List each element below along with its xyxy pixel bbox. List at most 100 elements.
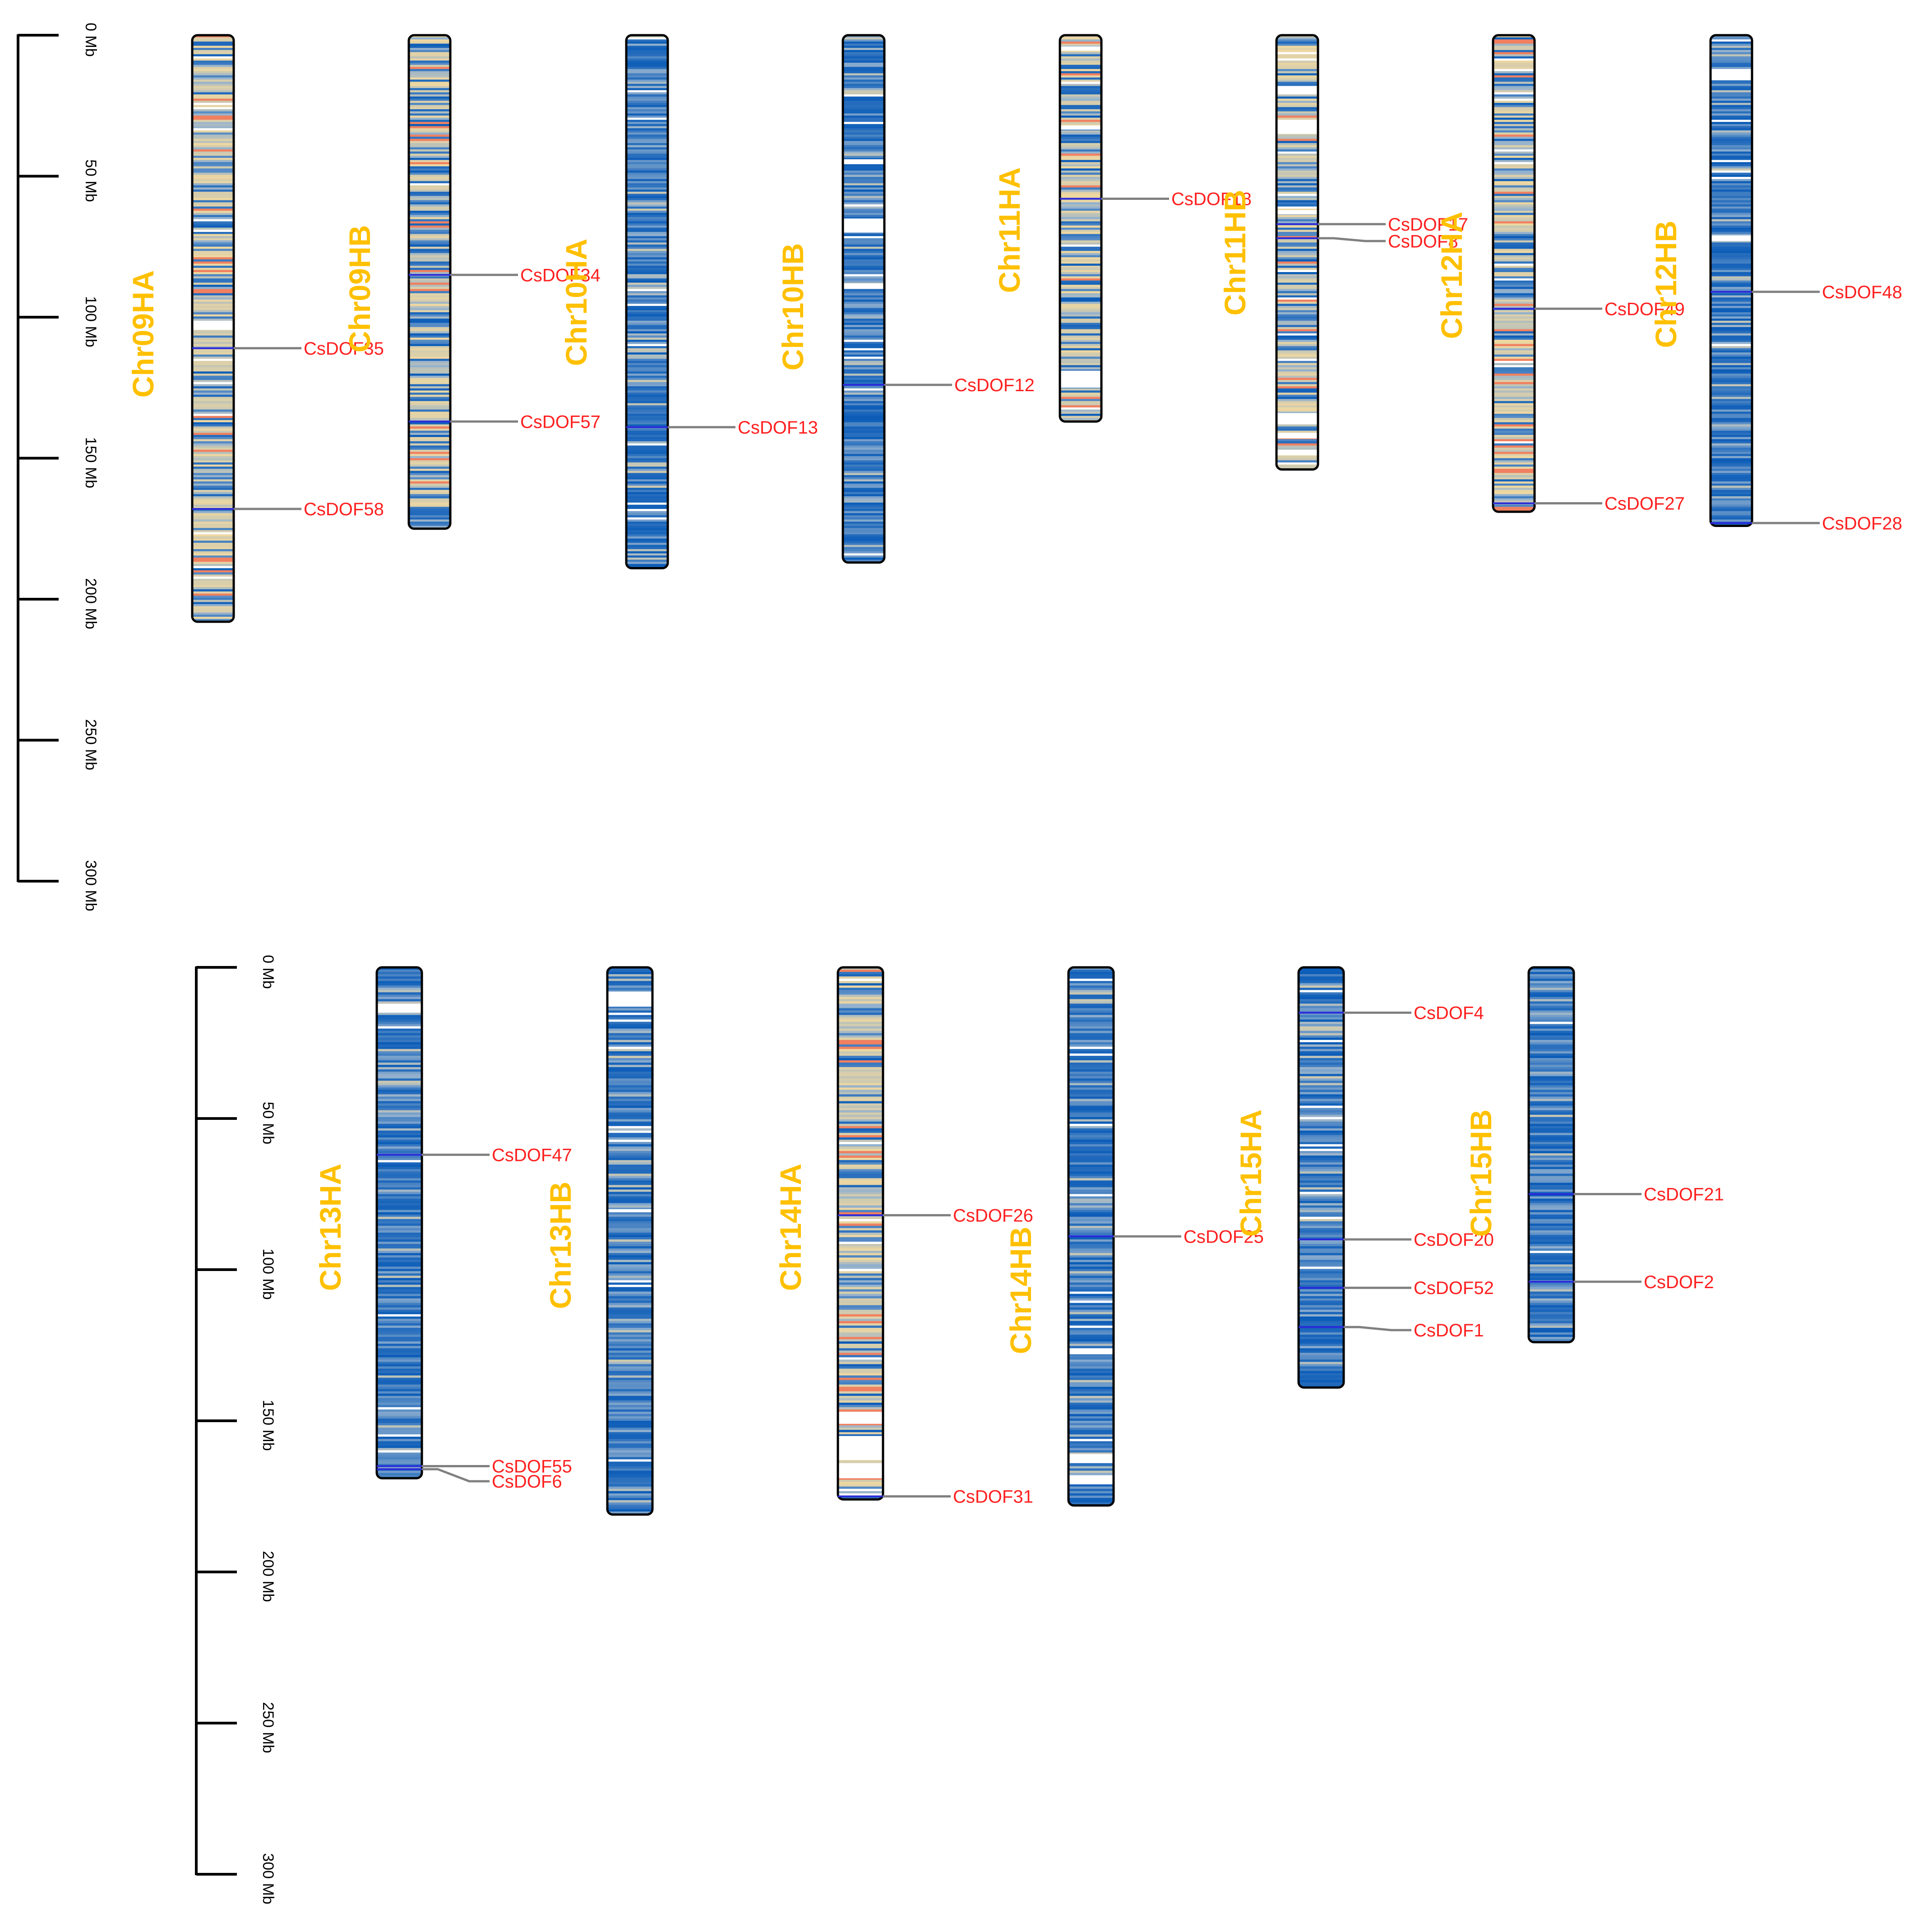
- density-band: [607, 1455, 652, 1457]
- density-band: [607, 1072, 652, 1074]
- density-band: [838, 1425, 883, 1428]
- chromosome-outline: [407, 34, 452, 530]
- density-band: [192, 589, 234, 592]
- density-band: [843, 200, 884, 203]
- density-band: [1493, 134, 1535, 137]
- density-band: [843, 394, 884, 397]
- density-band: [1299, 1192, 1344, 1195]
- density-band: [1493, 137, 1535, 139]
- density-band: [607, 970, 652, 972]
- density-band: [838, 1006, 883, 1009]
- density-band: [409, 511, 450, 513]
- density-band: [1493, 156, 1535, 158]
- density-band: [626, 477, 668, 480]
- density-band: [1299, 1167, 1344, 1169]
- density-band: [607, 1382, 652, 1385]
- density-band: [843, 374, 884, 376]
- density-band: [626, 337, 668, 340]
- density-band: [1068, 979, 1114, 981]
- density-band: [838, 1262, 883, 1265]
- density-band: [1493, 445, 1535, 448]
- density-band: [377, 1425, 422, 1428]
- density-band: [1711, 401, 1752, 404]
- density-band: [1299, 1126, 1344, 1129]
- density-band: [1711, 511, 1752, 513]
- density-band: [1529, 1194, 1574, 1197]
- density-band: [1711, 374, 1752, 376]
- density-band: [626, 213, 668, 216]
- density-band: [1493, 348, 1535, 351]
- density-band: [607, 974, 652, 977]
- density-band: [626, 175, 668, 177]
- density-band: [1493, 149, 1535, 152]
- density-band: [607, 1493, 652, 1496]
- density-band: [377, 1303, 422, 1306]
- density-band: [377, 1114, 422, 1118]
- density-band: [1276, 58, 1318, 61]
- density-band: [838, 1318, 883, 1322]
- density-band: [1711, 94, 1752, 97]
- density-band: [1711, 496, 1752, 499]
- density-band: [192, 278, 234, 281]
- density-band: [1060, 200, 1101, 203]
- density-band: [1068, 1327, 1114, 1331]
- density-band: [192, 58, 234, 61]
- density-band: [838, 1216, 883, 1220]
- density-band: [409, 90, 450, 93]
- density-band: [838, 1012, 883, 1016]
- density-band: [1529, 1207, 1574, 1211]
- density-band: [409, 409, 450, 412]
- density-band: [377, 1214, 422, 1217]
- density-band: [1493, 352, 1535, 355]
- density-band: [1529, 1008, 1574, 1011]
- density-band: [838, 1017, 883, 1020]
- density-band: [192, 513, 234, 516]
- density-band: [838, 1105, 883, 1109]
- density-band: [1529, 1257, 1574, 1260]
- density-band: [1493, 268, 1535, 270]
- gap-band: [1711, 69, 1752, 80]
- density-band: [1068, 1110, 1114, 1113]
- gene-CsDOF21: CsDOF21: [1529, 1185, 1724, 1205]
- density-band: [1276, 171, 1318, 173]
- gene-CsDOF34: CsDOF34: [409, 265, 601, 285]
- density-band: [843, 405, 884, 408]
- density-band: [1068, 1488, 1114, 1492]
- density-band: [1299, 976, 1344, 979]
- density-band: [192, 528, 234, 531]
- density-band: [1060, 344, 1101, 347]
- density-band: [1060, 101, 1101, 103]
- density-band: [409, 134, 450, 137]
- density-band: [626, 475, 668, 478]
- density-band: [626, 200, 668, 203]
- density-band: [843, 206, 884, 209]
- density-band: [1068, 1185, 1114, 1188]
- density-band: [1068, 967, 1114, 970]
- density-band: [843, 249, 884, 251]
- density-band: [1060, 299, 1101, 302]
- density-band: [409, 384, 450, 387]
- density-band: [409, 204, 450, 207]
- density-band: [607, 1368, 652, 1372]
- density-band: [1529, 1040, 1574, 1043]
- density-band: [1493, 200, 1535, 203]
- density-band: [838, 1203, 883, 1206]
- gene-label: CsDOF26: [953, 1206, 1033, 1225]
- density-band: [607, 1468, 652, 1471]
- density-band: [838, 1210, 883, 1213]
- density-band: [377, 1053, 422, 1056]
- density-band: [843, 329, 884, 332]
- density-band: [192, 350, 234, 353]
- density-band: [1493, 58, 1535, 61]
- density-band: [192, 139, 234, 141]
- density-band: [843, 128, 884, 131]
- density-band: [1276, 265, 1318, 268]
- density-band: [1060, 37, 1101, 40]
- density-band: [1711, 143, 1752, 146]
- density-band: [1060, 171, 1101, 173]
- density-band: [843, 291, 884, 294]
- density-band: [607, 1439, 652, 1442]
- density-band: [1493, 428, 1535, 431]
- density-band: [1299, 1160, 1344, 1163]
- density-band: [838, 1015, 883, 1018]
